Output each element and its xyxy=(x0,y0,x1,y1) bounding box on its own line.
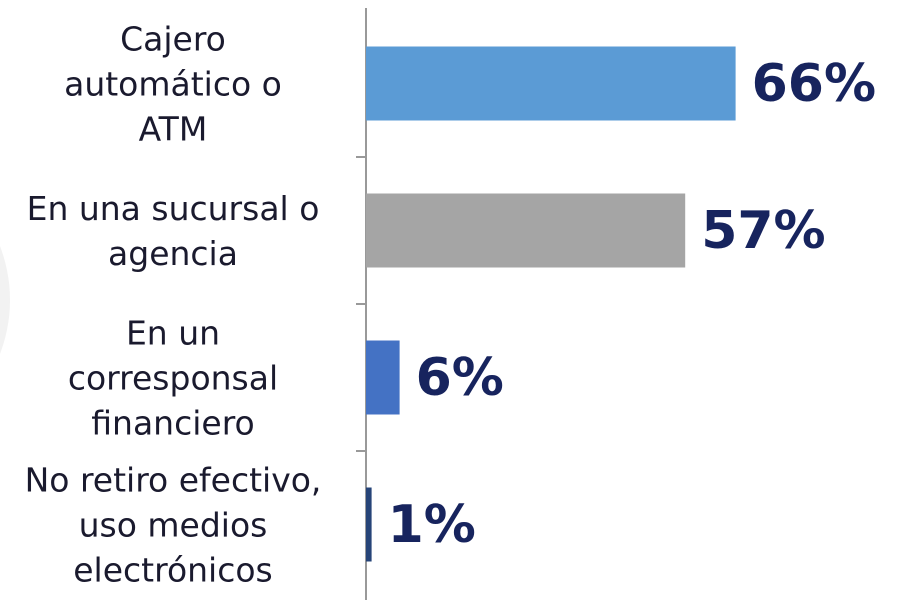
category-label: No retiro efectivo, uso medios electróni… xyxy=(24,460,322,589)
category-label: En un corresponsal financiero xyxy=(67,313,279,442)
bar xyxy=(366,46,736,121)
bar xyxy=(366,193,686,268)
data-label: 57% xyxy=(701,200,826,261)
data-label: 6% xyxy=(415,347,504,408)
category-label: En una sucursal o agencia xyxy=(26,188,320,273)
decoration xyxy=(0,246,10,354)
data-label: 1% xyxy=(387,494,476,555)
data-label: 66% xyxy=(751,53,877,114)
bar xyxy=(366,487,372,562)
bar xyxy=(366,340,400,415)
category-label: Cajero automático o ATM xyxy=(64,19,282,148)
